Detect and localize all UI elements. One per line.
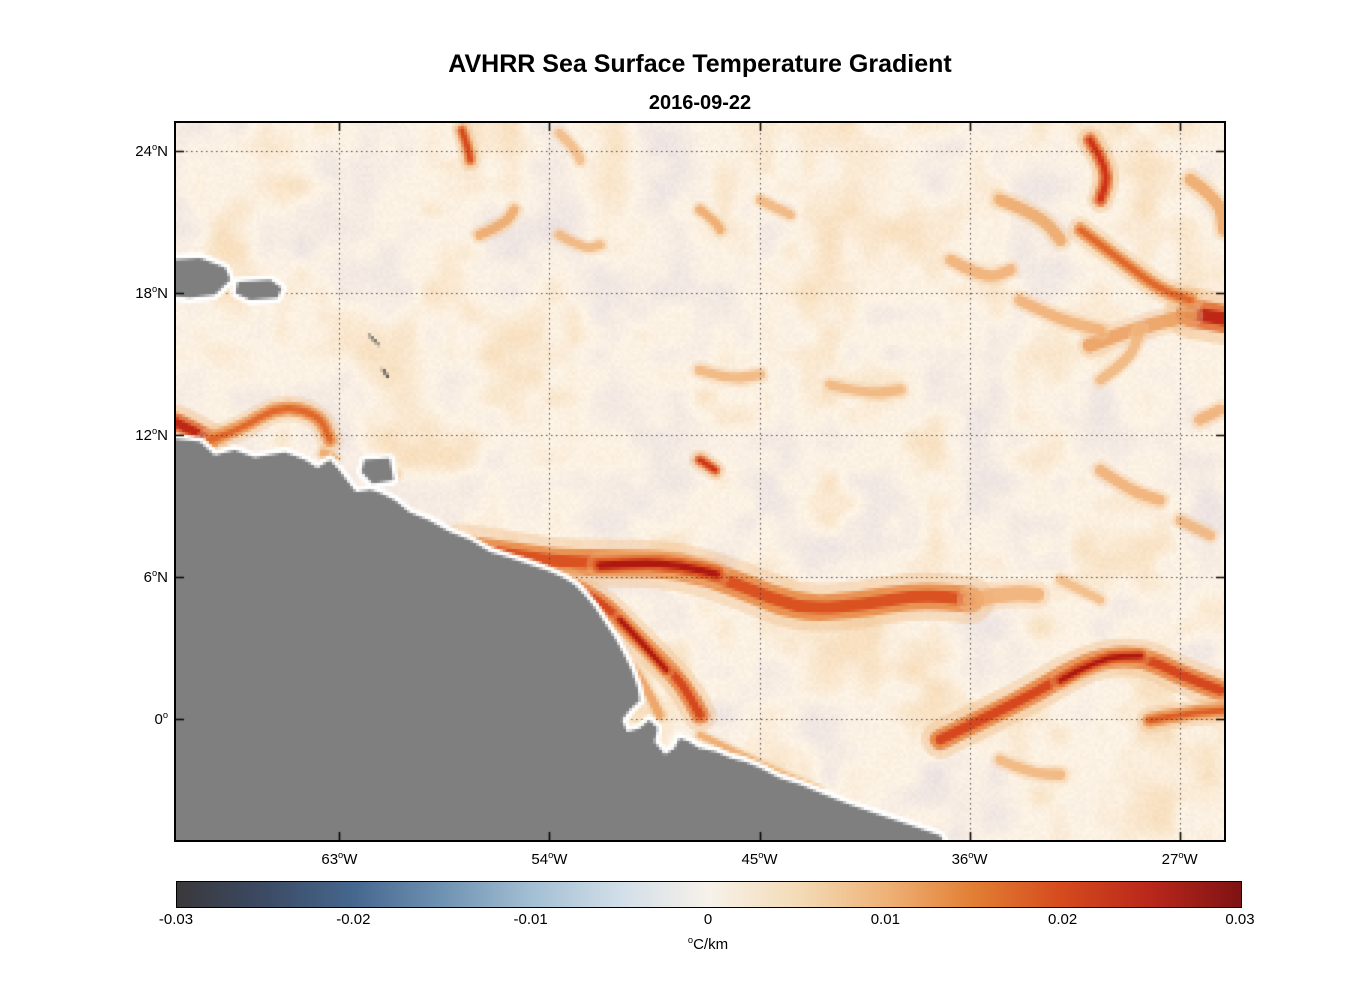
y-tick-label: 12oN bbox=[135, 426, 168, 445]
x-tick-label: 27oW bbox=[1161, 850, 1198, 868]
colorbar-gradient bbox=[177, 882, 1241, 907]
sst-gradient-map bbox=[176, 123, 1224, 840]
y-tick-label: 18oN bbox=[135, 284, 168, 303]
chart-subtitle: 2016-09-22 bbox=[648, 92, 752, 114]
colorbar-unit-label: oC/km bbox=[687, 935, 729, 953]
colorbar-tick-label: -0.01 bbox=[513, 911, 548, 928]
plot-area bbox=[174, 121, 1226, 842]
colorbar-tick-label: 0 bbox=[703, 911, 713, 928]
colorbar-tick-label: -0.03 bbox=[158, 911, 194, 928]
colorbar bbox=[176, 881, 1242, 908]
chart-title: AVHRR Sea Surface Temperature Gradient bbox=[448, 50, 952, 78]
y-tick-label: 6oN bbox=[143, 568, 168, 587]
colorbar-tick-label: 0.01 bbox=[870, 911, 900, 928]
colorbar-tick-label: -0.02 bbox=[336, 911, 371, 928]
x-tick-label: 63oW bbox=[321, 850, 358, 868]
x-tick-label: 45oW bbox=[741, 850, 778, 868]
colorbar-tick-label: 0.03 bbox=[1225, 911, 1255, 928]
x-tick-label: 54oW bbox=[531, 850, 568, 868]
x-tick-label: 36oW bbox=[951, 850, 988, 868]
colorbar-tick-label: 0.02 bbox=[1048, 911, 1078, 928]
y-tick-label: 0o bbox=[154, 710, 168, 729]
y-tick-label: 24oN bbox=[135, 142, 168, 161]
